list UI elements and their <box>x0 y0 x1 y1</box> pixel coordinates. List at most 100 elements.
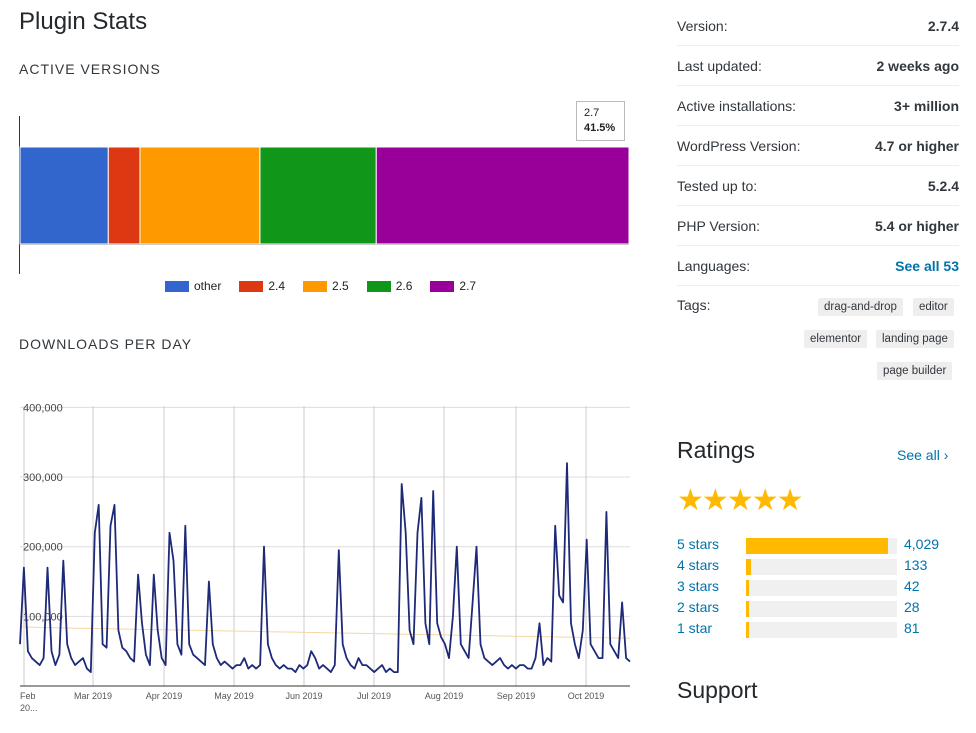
star-icon: ★ <box>677 484 704 517</box>
meta-row: Tested up to: 5.2.4 <box>677 166 959 206</box>
bar-segment-2.4[interactable] <box>107 146 141 245</box>
legend-swatch <box>239 280 264 292</box>
legend-item-2.7[interactable]: 2.7 <box>430 279 476 293</box>
rating-bar <box>746 622 897 638</box>
downloads-line[interactable] <box>19 462 631 674</box>
bar-segment-2.7[interactable] <box>375 146 630 245</box>
rating-bar <box>746 580 897 596</box>
meta-key: Version: <box>677 17 728 34</box>
see-all-label: See all <box>897 447 940 463</box>
tags-label: Tags: <box>677 297 711 313</box>
rating-count: 42 <box>904 578 920 594</box>
meta-row: Last updated: 2 weeks ago <box>677 46 959 86</box>
rating-count: 28 <box>904 599 920 615</box>
legend-label: 2.5 <box>332 279 349 293</box>
chart-tooltip: 2.7 41.5% <box>576 101 625 141</box>
rating-row[interactable]: 5 stars 4,029 <box>677 536 959 555</box>
rating-bar-fill <box>746 559 751 575</box>
bar-segment-other[interactable] <box>19 146 109 245</box>
rating-label[interactable]: 2 stars <box>677 599 720 615</box>
y-tick-label: 300,000 <box>23 472 63 484</box>
trend-line <box>19 626 631 639</box>
rating-bar <box>746 601 897 617</box>
active-versions-heading: ACTIVE VERSIONS <box>19 61 161 77</box>
ratings-title: Ratings <box>677 437 755 463</box>
meta-value: 2 weeks ago <box>876 57 960 74</box>
x-tick-label: Mar 2019 <box>74 691 112 701</box>
meta-value: 2.7.4 <box>927 17 959 34</box>
x-tick-label: Jul 2019 <box>357 691 391 701</box>
legend-item-2.5[interactable]: 2.5 <box>303 279 349 293</box>
rating-label[interactable]: 5 stars <box>677 536 720 552</box>
x-tick-label: Jun 2019 <box>285 691 322 701</box>
star-icon: ★ <box>726 484 754 517</box>
tooltip-label: 2.7 <box>584 107 600 119</box>
star-icon: ★ <box>701 484 729 517</box>
x-tick-label: Aug 2019 <box>425 691 464 701</box>
x-tick-label: Apr 2019 <box>146 691 183 701</box>
legend-swatch <box>366 280 391 292</box>
meta-key: WordPress Version: <box>677 137 801 154</box>
y-tick-label: 200,000 <box>23 542 63 554</box>
star-icon: ★ <box>776 484 804 517</box>
downloads-chart[interactable]: 100,000 200,000 300,000 400,000 Feb 20... Mar … <box>0 400 640 720</box>
x-tick-label: Oct 2019 <box>568 691 605 701</box>
bar-segment-2.6[interactable] <box>259 146 377 245</box>
rating-bar <box>746 559 897 575</box>
legend-swatch <box>430 280 455 292</box>
legend-item-other[interactable]: other <box>165 279 221 293</box>
tooltip-value: 41.5% <box>584 122 616 134</box>
rating-row[interactable]: 3 stars 42 <box>677 578 959 597</box>
rating-row[interactable]: 4 stars 133 <box>677 557 959 576</box>
star-rating: ★★★★★ <box>677 484 804 517</box>
meta-key: Tested up to: <box>677 177 758 194</box>
meta-row: PHP Version: 5.4 or higher <box>677 206 959 246</box>
y-tick-label: 100,000 <box>23 611 63 623</box>
meta-row: Active installations: 3+ million <box>677 86 959 126</box>
meta-value: 4.7 or higher <box>874 137 959 154</box>
meta-key: Active installations: <box>677 97 797 114</box>
downloads-heading: DOWNLOADS PER DAY <box>19 336 193 352</box>
rating-label[interactable]: 3 stars <box>677 578 720 594</box>
rating-row[interactable]: 1 star 81 <box>677 620 959 639</box>
meta-row: Version: 2.7.4 <box>677 6 959 46</box>
rating-count: 4,029 <box>904 536 940 552</box>
star-icon: ★ <box>751 484 779 517</box>
legend-swatch <box>303 280 328 292</box>
legend-item-2.4[interactable]: 2.4 <box>239 279 285 293</box>
tag-page-builder[interactable]: page builder <box>877 362 953 380</box>
legend-label: 2.7 <box>459 279 477 293</box>
tag-elementor[interactable]: elementor <box>804 330 868 348</box>
rating-label[interactable]: 4 stars <box>677 557 720 573</box>
tag-drag-and-drop[interactable]: drag-and-drop <box>818 298 903 316</box>
y-tick-label: 400,000 <box>23 402 63 414</box>
bar-segment-2.5[interactable] <box>139 146 261 245</box>
ratings-see-all-link[interactable]: See all › <box>897 447 948 463</box>
x-tick-label: Feb 20... <box>20 691 38 713</box>
chevron-right-icon: › <box>943 447 949 463</box>
rating-bar-fill <box>746 601 750 617</box>
tag-landing-page[interactable]: landing page <box>876 330 954 348</box>
x-tick-label: May 2019 <box>214 691 254 701</box>
legend-item-2.6[interactable]: 2.6 <box>366 279 413 293</box>
rating-bar <box>746 538 897 554</box>
tag-editor[interactable]: editor <box>913 298 954 316</box>
chart-legend: other 2.4 2.5 2.6 2.7 <box>165 279 494 293</box>
meta-value: 5.4 or higher <box>874 217 959 234</box>
rating-row[interactable]: 2 stars 28 <box>677 599 959 618</box>
page-title: Plugin Stats <box>19 8 148 35</box>
legend-label: 2.4 <box>268 279 286 293</box>
meta-key: Last updated: <box>677 57 762 74</box>
legend-label: other <box>194 279 222 293</box>
x-tick-label: Sep 2019 <box>497 691 536 701</box>
active-versions-chart[interactable] <box>0 110 640 280</box>
plugin-meta: Version: 2.7.4 Last updated: 2 weeks ago Act… <box>677 6 959 286</box>
meta-row: Languages: See all 53 <box>677 246 959 286</box>
legend-label: 2.6 <box>395 279 413 293</box>
rating-label[interactable]: 1 star <box>677 620 713 636</box>
meta-key: PHP Version: <box>677 217 761 234</box>
rating-bar-fill <box>746 538 888 554</box>
meta-value: 5.2.4 <box>927 177 959 194</box>
languages-see-all-link[interactable]: See all 53 <box>895 257 959 274</box>
meta-key: Languages: <box>677 257 751 274</box>
